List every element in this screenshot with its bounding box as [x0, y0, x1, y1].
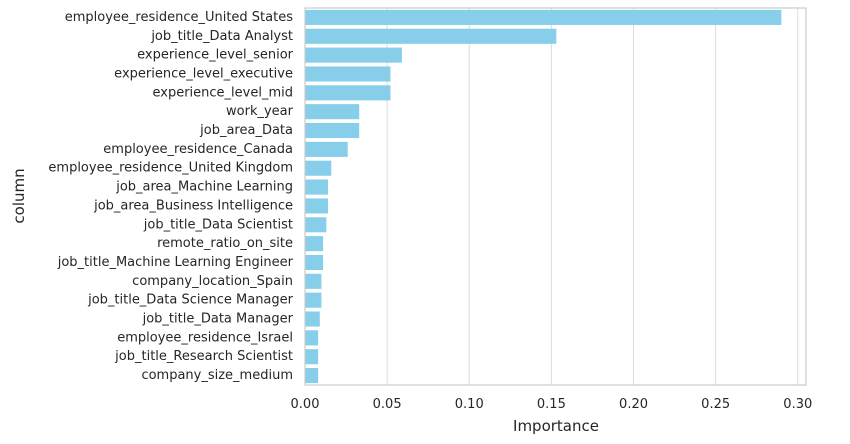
category-label: job_area_Data — [199, 123, 293, 138]
x-tick-label: 0.30 — [783, 397, 812, 412]
y-axis-label: column — [10, 168, 28, 223]
category-label: experience_level_executive — [114, 66, 293, 81]
x-tick-labels: 0.00 0.05 0.10 0.15 0.20 0.25 0.30 — [291, 397, 813, 412]
bar — [305, 254, 324, 271]
bar — [305, 122, 360, 139]
category-label: work_year — [226, 104, 294, 119]
x-axis-label: Importance — [513, 417, 599, 435]
category-label: job_title_Research Scientist — [114, 349, 293, 364]
category-label: job_area_Business Intelligence — [93, 198, 293, 213]
bar — [305, 330, 319, 346]
category-label: remote_ratio_on_site — [157, 236, 293, 251]
bars — [305, 9, 782, 384]
bar — [305, 273, 322, 289]
bar — [305, 217, 327, 233]
category-label: employee_residence_United Kingdom — [48, 161, 293, 176]
category-label: employee_residence_United States — [65, 10, 294, 25]
bar — [305, 85, 391, 101]
bar — [305, 368, 319, 384]
plot-background — [305, 8, 806, 385]
bar — [305, 349, 319, 365]
x-tick-label: 0.05 — [373, 397, 402, 412]
bar — [305, 179, 328, 195]
category-label: employee_residence_Canada — [103, 142, 293, 157]
bar — [305, 311, 320, 327]
bar — [305, 236, 324, 252]
plot-frame — [304, 7, 807, 386]
x-tick-label: 0.10 — [455, 397, 484, 412]
category-label: experience_level_mid — [153, 85, 294, 100]
category-label: job_title_Data Manager — [142, 312, 294, 327]
category-label: company_location_Spain — [132, 274, 293, 289]
category-label: job_area_Machine Learning — [115, 180, 293, 195]
bar — [305, 292, 322, 308]
category-label: job_title_Machine Learning Engineer — [57, 255, 294, 270]
x-tick-label: 0.00 — [291, 397, 320, 412]
bar — [305, 104, 360, 120]
category-label: employee_residence_Israel — [117, 330, 293, 345]
bar — [305, 160, 332, 176]
x-tick-label: 0.15 — [537, 397, 566, 412]
category-label: company_size_medium — [141, 368, 293, 383]
x-tick-label: 0.20 — [619, 397, 648, 412]
bar — [305, 28, 557, 44]
bar — [305, 66, 391, 82]
bar — [305, 9, 782, 25]
category-label: job_title_Data Scientist — [143, 217, 293, 232]
category-labels: employee_residence_United States job_titl… — [48, 10, 293, 383]
bar — [305, 141, 348, 157]
category-label: job_title_Data Analyst — [150, 29, 293, 44]
category-label: job_title_Data Science Manager — [87, 293, 294, 308]
bar — [305, 198, 328, 214]
category-label: experience_level_senior — [137, 48, 294, 63]
x-tick-label: 0.25 — [701, 397, 730, 412]
bar — [305, 47, 402, 63]
